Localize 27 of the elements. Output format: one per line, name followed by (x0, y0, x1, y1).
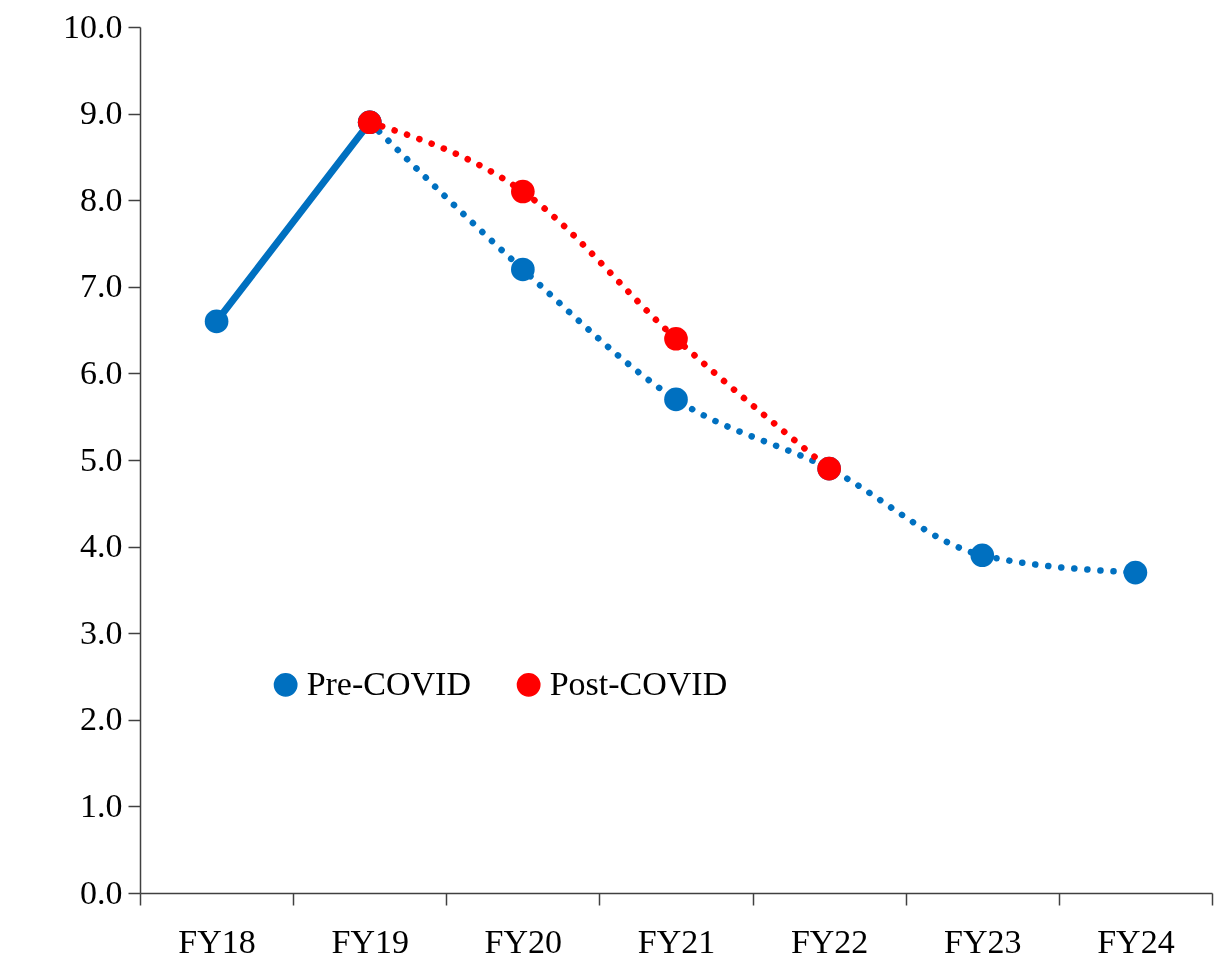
y-tick-label: 4.0 (80, 527, 123, 565)
x-tick-label: FY20 (484, 922, 563, 960)
point (664, 326, 688, 351)
y-tick-label: 0.0 (80, 873, 123, 911)
x-tick-label: FY24 (1097, 922, 1175, 960)
point (511, 257, 535, 282)
y-tick-label: 3.0 (80, 613, 123, 651)
y-tick-label: 8.0 (80, 180, 123, 218)
y-tick-label: 6.0 (80, 353, 123, 391)
point (664, 387, 688, 412)
x-tick-label: FY23 (944, 922, 1022, 960)
y-tick-label: 2.0 (80, 700, 123, 738)
point (204, 309, 229, 334)
point (1123, 560, 1148, 585)
point (970, 543, 995, 568)
y-tick-label: 1.0 (80, 786, 123, 824)
legend-label: Pre-COVID (306, 664, 471, 702)
x-tick-label: FY18 (178, 922, 256, 960)
y-tick-label: 9.0 (80, 94, 123, 132)
x-tick-label: FY21 (637, 922, 716, 960)
y-tick-label: 7.0 (80, 267, 123, 305)
y-tick-label: 10.0 (63, 7, 123, 45)
y-tick-label: 5.0 (80, 440, 123, 478)
x-tick-label: FY19 (331, 922, 409, 960)
legend-label: Post-COVID (549, 664, 728, 702)
x-tick-label: FY22 (790, 922, 869, 960)
point (511, 179, 535, 204)
